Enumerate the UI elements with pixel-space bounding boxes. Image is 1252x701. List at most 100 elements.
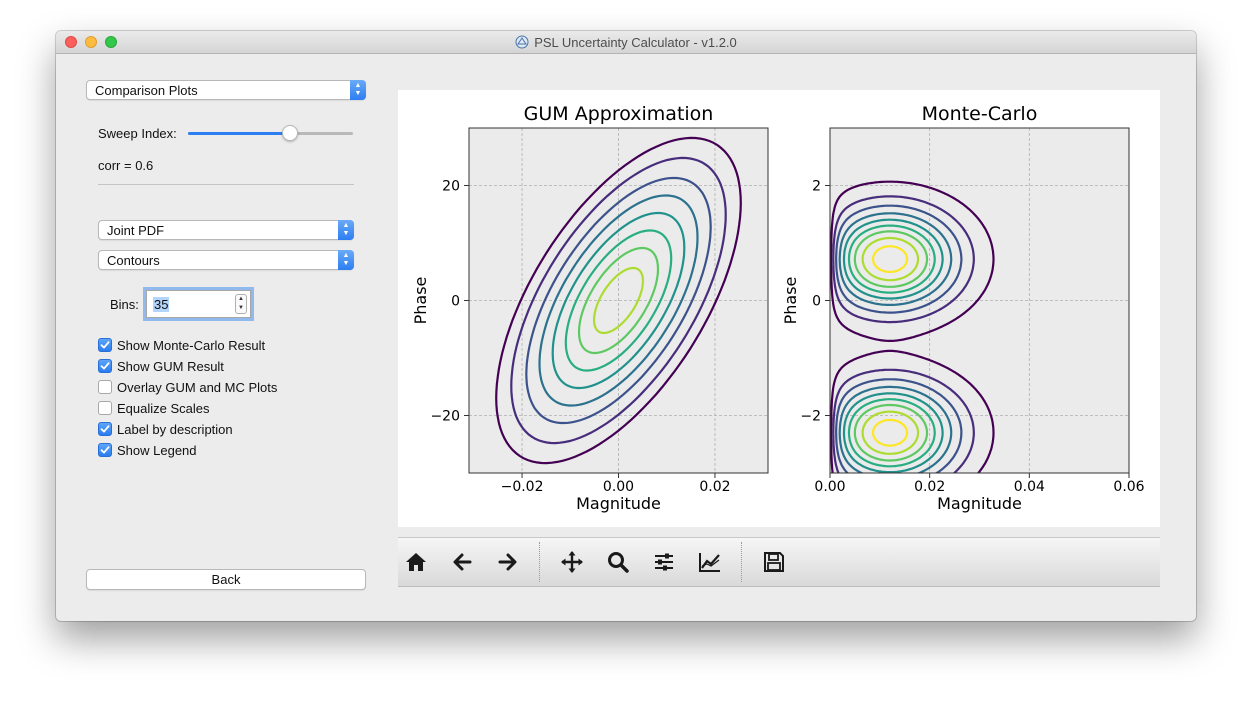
mc-contour-line xyxy=(842,218,944,473)
psl-logo-icon xyxy=(515,35,529,49)
toolbar-home-button[interactable] xyxy=(402,548,430,576)
window-title-group: PSL Uncertainty Calculator - v1.2.0 xyxy=(56,31,1196,53)
gum-contour-line xyxy=(592,266,645,335)
mc-xlabel: Magnitude xyxy=(937,494,1022,513)
plot-style-select[interactable]: Contours ▲ ▼ xyxy=(98,250,354,270)
save-icon xyxy=(764,552,784,572)
mc-ticks: 0.00 0.02 0.04 0.06 −2 0 2 xyxy=(800,179,1144,496)
x-tick-label: 0.00 xyxy=(603,479,634,495)
toolbar-forward-button[interactable] xyxy=(494,548,522,576)
mc-contour-line xyxy=(830,180,995,473)
gum-ticks: −0.02 0.00 0.02 −20 0 20 xyxy=(430,179,730,496)
y-tick-label: 0 xyxy=(451,294,460,310)
plot-toolbar xyxy=(398,537,1160,587)
section-divider xyxy=(98,184,354,185)
checkbox-box[interactable] xyxy=(98,338,112,352)
toolbar-subplots-button[interactable] xyxy=(650,548,678,576)
sweep-index-label: Sweep Index: xyxy=(98,126,177,141)
toolbar-zoom-button[interactable] xyxy=(604,548,632,576)
zoom-icon xyxy=(608,552,629,573)
toolbar-pan-button[interactable] xyxy=(558,548,586,576)
x-tick-label: −0.02 xyxy=(501,479,544,495)
x-tick-label: 0.00 xyxy=(814,479,845,495)
checkbox-label: Show GUM Result xyxy=(117,358,224,374)
subplots-icon xyxy=(655,553,673,571)
back-button[interactable]: Back xyxy=(86,569,366,590)
mode-select-value: Comparison Plots xyxy=(95,83,198,98)
pan-icon xyxy=(561,551,583,573)
checkbox-label: Show Legend xyxy=(117,442,197,458)
zoom-window-button[interactable] xyxy=(105,36,117,48)
y-tick-label: −2 xyxy=(800,409,821,425)
mc-axes: 0.00 0.02 0.04 0.06 −2 0 2 Monte-Carlo Magnitu… xyxy=(781,103,1145,513)
mc-contours xyxy=(830,180,995,473)
corr-value-text: corr = 0.6 xyxy=(98,158,154,173)
x-tick-label: 0.02 xyxy=(699,479,730,495)
sweep-index-slider-handle[interactable] xyxy=(282,125,299,141)
toolbar-separator xyxy=(539,542,540,582)
gum-contour-line xyxy=(564,229,673,372)
checkbox-box[interactable] xyxy=(98,359,112,373)
plot-canvas[interactable]: −0.02 0.00 0.02 −20 0 20 GUM Approximation Ma… xyxy=(398,90,1160,527)
checkbox-label: Equalize Scales xyxy=(117,400,210,416)
mode-select[interactable]: Comparison Plots ▲ ▼ xyxy=(86,80,366,100)
gum-title: GUM Approximation xyxy=(524,103,714,125)
window-title: PSL Uncertainty Calculator - v1.2.0 xyxy=(534,34,737,50)
mc-contour-line xyxy=(838,212,953,473)
toolbar-back-button[interactable] xyxy=(448,548,476,576)
customize-icon xyxy=(699,553,720,572)
checkbox-label-desc[interactable]: Label by description xyxy=(98,420,233,438)
toolbar-save-button[interactable] xyxy=(760,548,788,576)
mc-contour-line xyxy=(847,224,936,468)
minimize-window-button[interactable] xyxy=(85,36,97,48)
x-tick-label: 0.06 xyxy=(1113,479,1144,495)
gum-contour-line xyxy=(495,136,742,465)
checkbox-box[interactable] xyxy=(98,380,112,394)
bins-input[interactable]: 35 xyxy=(153,297,170,312)
checkbox-box[interactable] xyxy=(98,401,112,415)
gum-contours xyxy=(495,136,742,465)
checkbox-equalize[interactable]: Equalize Scales xyxy=(98,399,210,417)
checkbox-label: Label by description xyxy=(117,421,233,437)
mc-contour-line xyxy=(832,195,975,473)
checkbox-show-gum[interactable]: Show GUM Result xyxy=(98,357,224,375)
mc-contour-line xyxy=(853,230,929,462)
title-bar: PSL Uncertainty Calculator - v1.2.0 xyxy=(56,31,1196,54)
plot-type-select[interactable]: Joint PDF ▲ ▼ xyxy=(98,220,354,240)
mc-plot-area xyxy=(830,128,1129,473)
toolbar-customize-button[interactable] xyxy=(696,548,724,576)
y-tick-label: 20 xyxy=(442,179,460,195)
mc-contour-line xyxy=(835,204,963,473)
checkbox-box[interactable] xyxy=(98,443,112,457)
mc-ylabel: Phase xyxy=(781,277,800,325)
checkbox-box[interactable] xyxy=(98,422,112,436)
gum-contour-line xyxy=(538,194,699,407)
mc-contour-line xyxy=(871,245,909,447)
mc-title: Monte-Carlo xyxy=(922,103,1038,125)
plot-type-select-value: Joint PDF xyxy=(107,223,165,238)
gum-axes: −0.02 0.00 0.02 −20 0 20 GUM Approximation Ma… xyxy=(411,103,769,513)
spin-arrows-icon[interactable]: ▲ ▼ xyxy=(235,294,247,314)
gum-ylabel: Phase xyxy=(411,277,430,325)
y-tick-label: −20 xyxy=(430,409,460,425)
forward-arrow-icon xyxy=(498,553,517,571)
toolbar-separator xyxy=(741,542,742,582)
checkbox-show-mc[interactable]: Show Monte-Carlo Result xyxy=(98,336,265,354)
app-window: PSL Uncertainty Calculator - v1.2.0 Comp… xyxy=(56,31,1196,621)
bins-spinbox[interactable]: 35 ▲ ▼ xyxy=(146,290,251,318)
y-tick-label: 0 xyxy=(812,294,821,310)
close-window-button[interactable] xyxy=(65,36,77,48)
checkbox-show-legend[interactable]: Show Legend xyxy=(98,441,197,459)
bins-label: Bins: xyxy=(110,297,139,312)
checkbox-label: Overlay GUM and MC Plots xyxy=(117,379,278,395)
x-tick-label: 0.04 xyxy=(1014,479,1045,495)
select-arrows-icon: ▲ ▼ xyxy=(338,220,354,240)
gum-xlabel: Magnitude xyxy=(576,494,661,513)
mc-contour-line xyxy=(861,236,920,455)
gum-contour-line xyxy=(551,211,686,390)
sweep-index-slider-fill xyxy=(188,132,291,135)
plot-style-select-value: Contours xyxy=(107,253,160,268)
back-arrow-icon xyxy=(453,553,472,571)
checkbox-overlay[interactable]: Overlay GUM and MC Plots xyxy=(98,378,277,396)
